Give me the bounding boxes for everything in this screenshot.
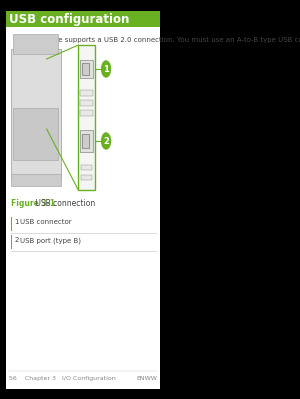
Text: 1: 1 bbox=[103, 65, 109, 73]
Text: 2: 2 bbox=[14, 237, 19, 243]
Bar bbox=[80, 60, 93, 78]
Text: 2: 2 bbox=[103, 136, 109, 146]
Text: 1: 1 bbox=[14, 219, 19, 225]
Text: USB configuration: USB configuration bbox=[9, 12, 129, 26]
Bar bbox=[6, 11, 160, 27]
Bar bbox=[82, 63, 89, 75]
Bar bbox=[81, 165, 92, 170]
Bar bbox=[11, 49, 61, 179]
Text: USB port (type B): USB port (type B) bbox=[20, 237, 81, 243]
Circle shape bbox=[102, 133, 110, 149]
Text: Figure 3-1: Figure 3-1 bbox=[11, 199, 55, 208]
Bar bbox=[13, 107, 58, 160]
Bar bbox=[11, 235, 12, 249]
Bar bbox=[11, 174, 61, 186]
Bar bbox=[11, 217, 12, 231]
Bar bbox=[80, 110, 93, 116]
Bar bbox=[80, 100, 93, 106]
Text: This device supports a USB 2.0 connection. You must use an A-to-B type USB cable: This device supports a USB 2.0 connectio… bbox=[23, 37, 300, 43]
Bar bbox=[78, 45, 95, 190]
Bar bbox=[80, 90, 93, 96]
Text: 56    Chapter 3   I/O Configuration: 56 Chapter 3 I/O Configuration bbox=[9, 376, 116, 381]
Bar bbox=[81, 175, 92, 180]
Bar bbox=[13, 34, 58, 54]
Text: USB connector: USB connector bbox=[20, 219, 72, 225]
Text: ENWW: ENWW bbox=[137, 376, 158, 381]
Circle shape bbox=[102, 61, 110, 77]
Text: USB connection: USB connection bbox=[33, 199, 95, 208]
Bar bbox=[80, 130, 93, 152]
Bar bbox=[82, 134, 89, 148]
